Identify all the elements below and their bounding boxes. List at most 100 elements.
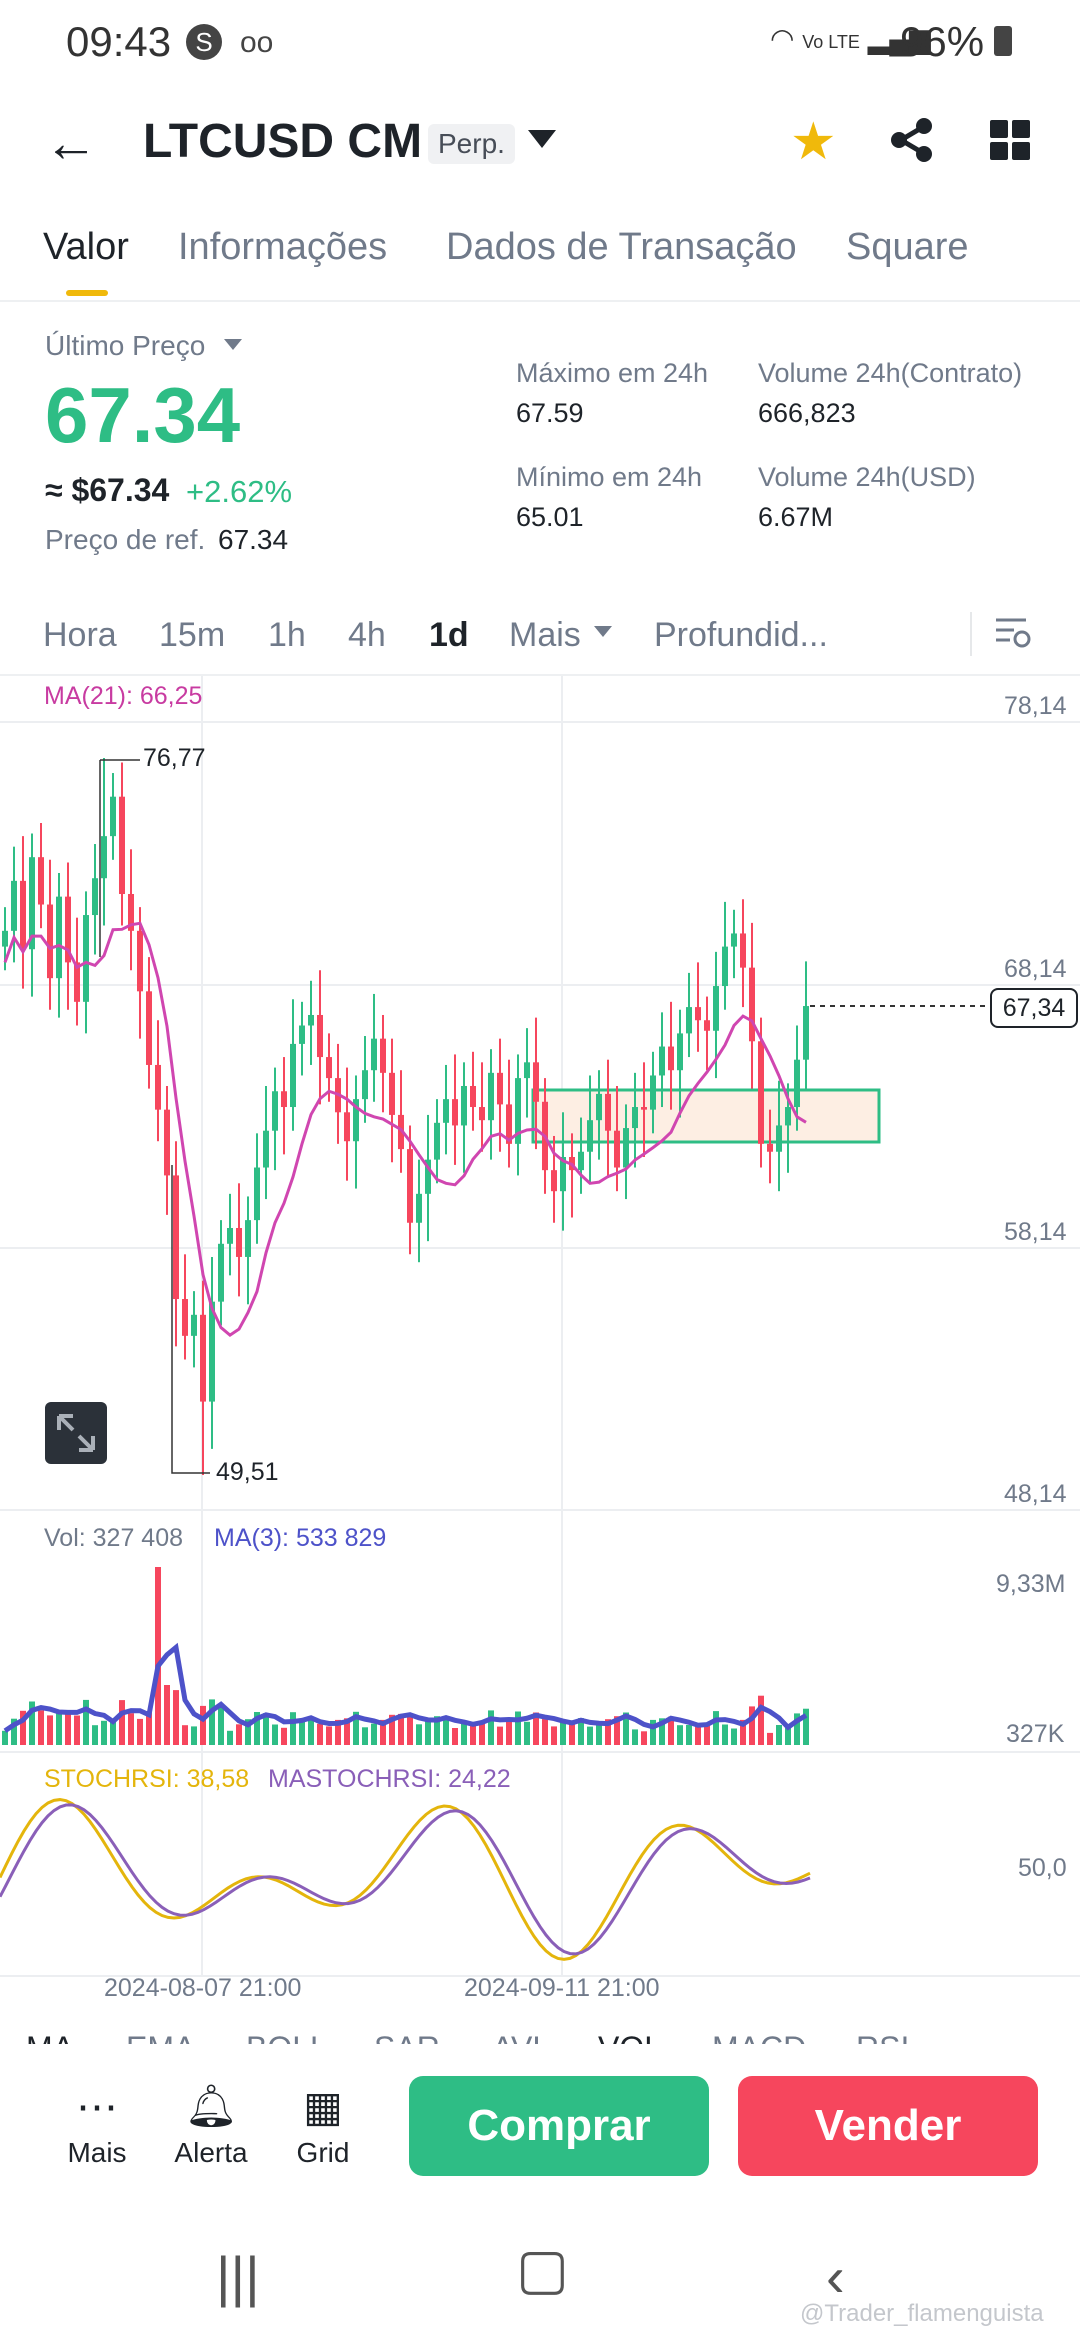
volume-bar — [758, 1695, 764, 1745]
low-24h-value: 65.01 — [516, 502, 584, 532]
last-price-label[interactable]: Último Preço — [45, 330, 206, 361]
candle-body — [155, 1064, 161, 1110]
candle-body — [263, 1130, 269, 1168]
volume-bar — [245, 1719, 251, 1745]
candle-body — [578, 1151, 584, 1171]
timeframe-hora[interactable]: Hora — [43, 616, 117, 654]
volume-bar — [110, 1718, 116, 1745]
timeframe-1h[interactable]: 1h — [268, 616, 306, 654]
signal-icons: ◠ Vo LTE ▂▄▆ — [770, 22, 931, 55]
sell-button[interactable]: Vender — [738, 2076, 1038, 2176]
volume-bar — [11, 1718, 17, 1745]
candle-body — [380, 1038, 386, 1073]
volume-bar — [461, 1721, 467, 1745]
tab-dados-transacao[interactable]: Dados de Transação — [446, 226, 797, 268]
candle-body — [173, 1175, 179, 1300]
chart-settings-icon[interactable] — [992, 612, 1032, 652]
alert-button[interactable]: 🔔︎ Alerta — [156, 2082, 266, 2169]
indicator-ema[interactable]: EMA — [126, 2030, 195, 2044]
timeframe-mais[interactable]: Mais — [509, 616, 581, 654]
volume-bar — [551, 1726, 557, 1745]
indicator-vol[interactable]: VOL — [598, 2030, 662, 2044]
volume-contract-value: 666,823 — [758, 398, 856, 428]
volume-bar — [632, 1729, 638, 1745]
low-marker-label: 49,51 — [216, 1458, 279, 1486]
recent-apps-icon[interactable]: ||| — [216, 2245, 260, 2308]
indicator-macd[interactable]: MACD — [712, 2030, 806, 2044]
volume-bar — [407, 1715, 413, 1745]
volume-bar — [686, 1725, 692, 1745]
share-icon[interactable] — [886, 114, 938, 166]
volume-bar — [740, 1719, 746, 1745]
back-nav-icon[interactable]: ‹ — [826, 2245, 845, 2308]
volume-bar — [155, 1567, 161, 1745]
tab-informacoes[interactable]: Informações — [178, 226, 388, 268]
volume-bar — [434, 1716, 440, 1745]
volume-bar — [542, 1716, 548, 1745]
candle-body — [740, 933, 746, 968]
home-icon[interactable]: ▢ — [516, 2237, 569, 2300]
candle-body — [254, 1167, 260, 1221]
volume-usd-value: 6.67M — [758, 502, 834, 532]
active-tab-indicator — [66, 290, 108, 296]
candle-body — [209, 1301, 215, 1402]
candle-body — [371, 1038, 377, 1071]
candle-body — [434, 1122, 440, 1160]
timeframe-4h[interactable]: 4h — [348, 616, 386, 654]
grid-icon[interactable] — [990, 120, 1030, 160]
caret-down-icon[interactable] — [594, 626, 612, 637]
volume-bar — [371, 1723, 377, 1745]
expand-icon[interactable] — [45, 1402, 107, 1464]
watermark: @Trader_flamenguista — [800, 2300, 1044, 2327]
tab-square[interactable]: Square — [846, 226, 969, 268]
candle-body — [443, 1099, 449, 1123]
volume-bar — [488, 1710, 494, 1745]
candle-body — [101, 836, 107, 879]
volume-bar — [398, 1713, 404, 1745]
buy-button[interactable]: Comprar — [409, 2076, 709, 2176]
candle-body — [524, 1062, 530, 1079]
candle-body — [596, 1093, 602, 1121]
volume-bar — [497, 1726, 503, 1745]
indicator-boll[interactable]: BOLL — [246, 2030, 328, 2044]
volume-bar — [308, 1720, 314, 1745]
volume-bar — [236, 1724, 242, 1745]
candle-body — [146, 991, 152, 1065]
star-icon[interactable]: ★ — [790, 113, 837, 171]
indicator-avl[interactable]: AVL — [492, 2030, 550, 2044]
timeframe-15m[interactable]: 15m — [159, 616, 226, 654]
candle-body — [623, 1128, 629, 1168]
candle-body — [227, 1228, 233, 1244]
timeframe-depth[interactable]: Profundid... — [654, 616, 828, 654]
indicator-sar[interactable]: SAR — [374, 2030, 440, 2044]
more-button[interactable]: ⋯ Mais — [42, 2082, 152, 2169]
caret-down-icon[interactable] — [224, 339, 242, 350]
candle-body — [686, 1007, 692, 1034]
volume-bar — [119, 1700, 125, 1745]
tab-valor[interactable]: Valor — [43, 226, 129, 268]
indicator-rsi[interactable]: RSI — [856, 2030, 909, 2044]
indicator-ma[interactable]: MA — [26, 2030, 74, 2044]
candle-body — [290, 1043, 296, 1108]
volume-axis-label: 327K — [1006, 1720, 1065, 1748]
volume-bar — [587, 1726, 593, 1745]
price-chart[interactable] — [0, 676, 1080, 1986]
pair-title[interactable]: LTCUSD CM — [143, 115, 423, 168]
grid-bot-button[interactable]: ▦ Grid — [268, 2082, 378, 2169]
volume-bar — [2, 1730, 8, 1745]
volume-bar — [29, 1701, 35, 1745]
back-arrow-icon[interactable]: ← — [44, 113, 98, 173]
candle-body — [461, 1085, 467, 1126]
high-24h-value: 67.59 — [516, 398, 584, 428]
volume-contract-label: Volume 24h(Contrato) — [758, 358, 1023, 388]
timeframe-1d[interactable]: 1d — [429, 616, 469, 654]
volume-usd-label: Volume 24h(USD) — [758, 462, 976, 492]
candle-body — [731, 933, 737, 947]
chevron-down-icon[interactable] — [528, 130, 556, 148]
high-24h-label: Máximo em 24h — [516, 358, 709, 388]
notification-icon: S — [186, 24, 222, 60]
volume-bar — [704, 1723, 710, 1745]
stochrsi-line — [0, 1798, 811, 1961]
volume-bar — [56, 1710, 62, 1745]
volume-bar — [650, 1719, 656, 1745]
